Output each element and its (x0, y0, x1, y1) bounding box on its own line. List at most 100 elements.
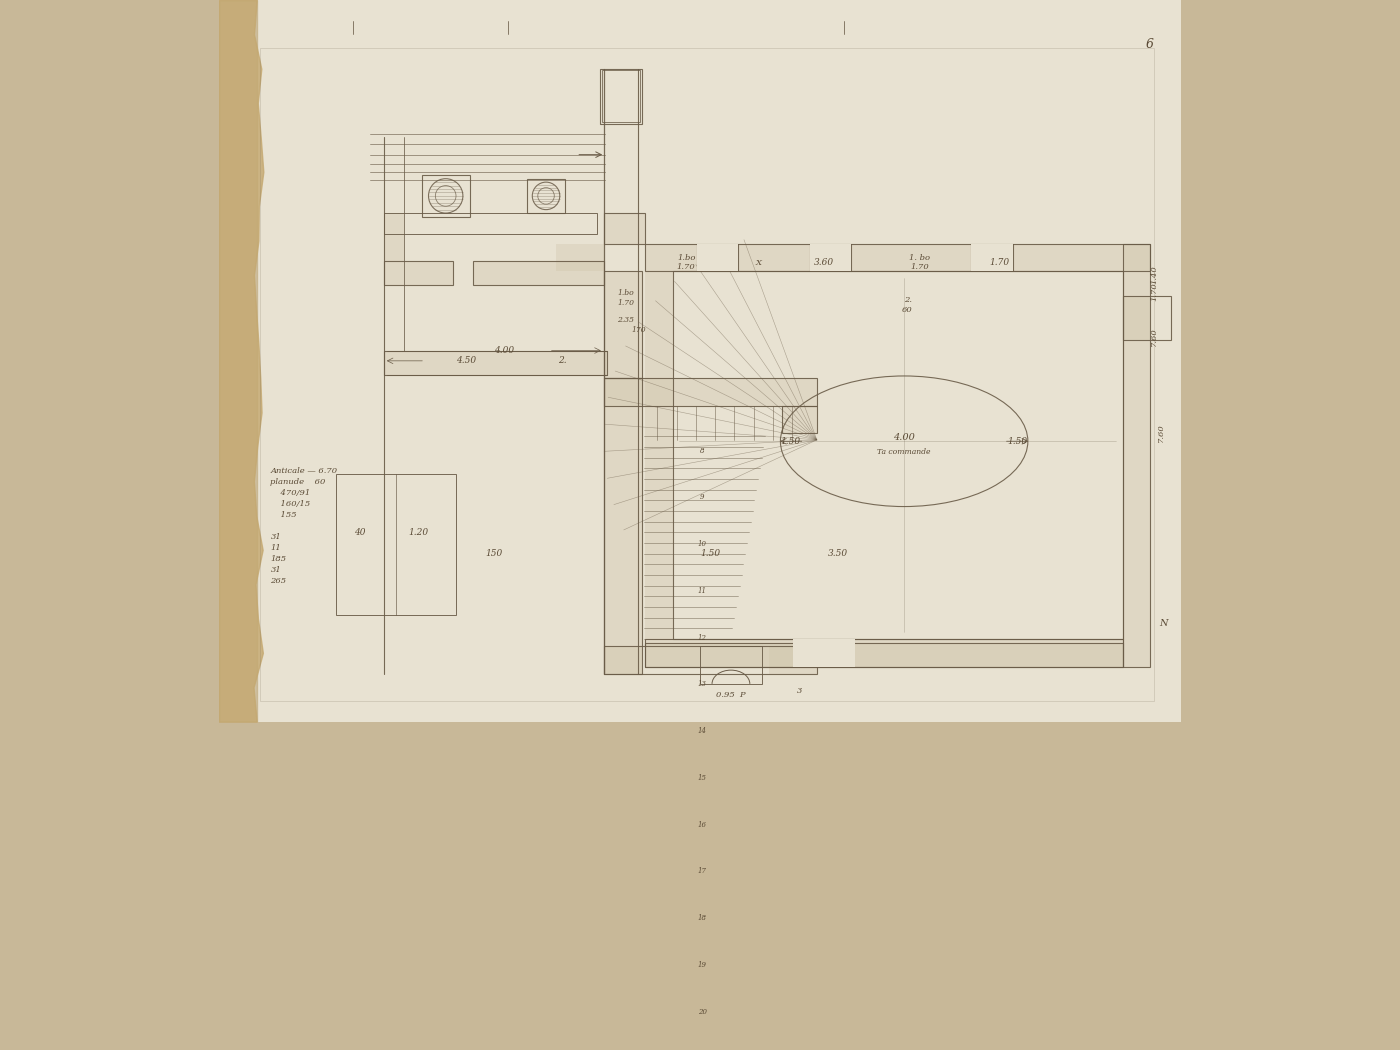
Bar (601, 68, 641, 124)
Bar (603, 378, 641, 673)
Bar (769, 646, 816, 673)
Bar (645, 639, 1123, 667)
Text: 8: 8 (700, 446, 704, 455)
Text: 14: 14 (697, 728, 707, 735)
Bar (972, 244, 1012, 272)
Text: 18: 18 (697, 915, 707, 922)
Text: 470/91: 470/91 (270, 489, 311, 498)
Bar (645, 643, 1123, 667)
Text: 4.00: 4.00 (494, 346, 514, 355)
Text: 7.60: 7.60 (1156, 423, 1165, 442)
Text: 13: 13 (697, 680, 707, 689)
Text: 150: 150 (486, 549, 503, 558)
Bar (526, 178, 566, 213)
Bar (384, 261, 452, 286)
Text: 1.70: 1.70 (910, 262, 930, 271)
Text: N: N (1159, 618, 1168, 628)
Bar (792, 639, 854, 667)
Bar (603, 272, 641, 378)
Bar (1123, 295, 1151, 340)
Bar (645, 639, 1123, 667)
Text: 31: 31 (270, 566, 281, 574)
Text: 60: 60 (902, 306, 913, 314)
Bar (336, 475, 456, 615)
Bar (603, 378, 641, 673)
Bar (421, 175, 470, 216)
Text: 16: 16 (697, 821, 707, 828)
Bar (473, 261, 603, 286)
Text: 2.35: 2.35 (617, 316, 634, 324)
Text: Ta commande: Ta commande (878, 447, 931, 456)
Bar (792, 643, 854, 667)
Bar (1123, 244, 1151, 667)
Text: 155: 155 (270, 511, 297, 520)
Text: 1.bo: 1.bo (617, 289, 634, 297)
Bar (556, 244, 603, 272)
Bar (218, 0, 256, 721)
Text: 10: 10 (697, 541, 707, 548)
Bar (672, 272, 1123, 639)
Text: 17: 17 (697, 867, 707, 876)
Text: 1.70: 1.70 (1151, 282, 1158, 301)
Bar (645, 272, 672, 639)
Text: 265: 265 (270, 578, 287, 585)
Bar (603, 272, 641, 378)
Text: 11: 11 (697, 587, 707, 595)
Text: 11: 11 (270, 544, 281, 552)
Text: 1.70: 1.70 (988, 258, 1009, 267)
Bar (697, 244, 738, 272)
Bar (384, 351, 608, 375)
Text: 3: 3 (797, 688, 802, 695)
Text: 6: 6 (1145, 38, 1154, 50)
Bar (700, 646, 762, 684)
Bar (645, 244, 1151, 272)
Text: Anticale — 6.70: Anticale — 6.70 (270, 467, 337, 476)
Bar (645, 643, 1123, 667)
Bar (603, 378, 816, 405)
Bar (602, 70, 640, 123)
Text: 1.70: 1.70 (676, 262, 696, 271)
Bar (645, 244, 1151, 272)
Text: X: X (756, 258, 762, 267)
Bar (384, 261, 452, 286)
Text: 7.60: 7.60 (1151, 328, 1158, 347)
Text: 1.50: 1.50 (781, 437, 801, 446)
Text: 19: 19 (697, 961, 707, 969)
Text: 9: 9 (700, 494, 704, 502)
Bar (384, 351, 608, 375)
Text: 3.60: 3.60 (813, 258, 834, 267)
Text: 1.20: 1.20 (409, 528, 428, 538)
Text: 15: 15 (697, 774, 707, 782)
Bar (603, 213, 645, 244)
Text: planude    60: planude 60 (270, 479, 326, 486)
Bar (1123, 244, 1151, 667)
Text: 170: 170 (631, 327, 645, 335)
Bar (783, 405, 816, 433)
Text: 1. bo: 1. bo (910, 254, 931, 261)
Text: 1.70: 1.70 (617, 299, 634, 307)
Text: 2.: 2. (559, 356, 567, 365)
Bar (811, 244, 851, 272)
Bar (603, 646, 641, 673)
Text: 20: 20 (697, 1008, 707, 1015)
Text: 1.50: 1.50 (700, 549, 721, 558)
Text: 40: 40 (354, 528, 365, 538)
Bar (384, 213, 405, 261)
Text: 31: 31 (270, 533, 281, 542)
Text: 12: 12 (697, 634, 707, 642)
Text: 0.95  P: 0.95 P (717, 691, 746, 698)
Bar (603, 213, 645, 244)
Bar (603, 378, 816, 405)
Bar (603, 646, 816, 673)
Bar (384, 213, 596, 234)
Bar (783, 405, 816, 433)
Text: 4.50: 4.50 (456, 356, 476, 365)
Text: 2.: 2. (903, 295, 911, 303)
Bar (473, 261, 603, 286)
Text: 1.bo: 1.bo (678, 254, 696, 261)
Text: 1.40: 1.40 (1151, 266, 1158, 285)
Bar (1123, 295, 1170, 340)
Text: 1.50: 1.50 (1008, 437, 1028, 446)
Text: 160/15: 160/15 (270, 501, 311, 508)
Text: 185: 185 (270, 555, 287, 564)
